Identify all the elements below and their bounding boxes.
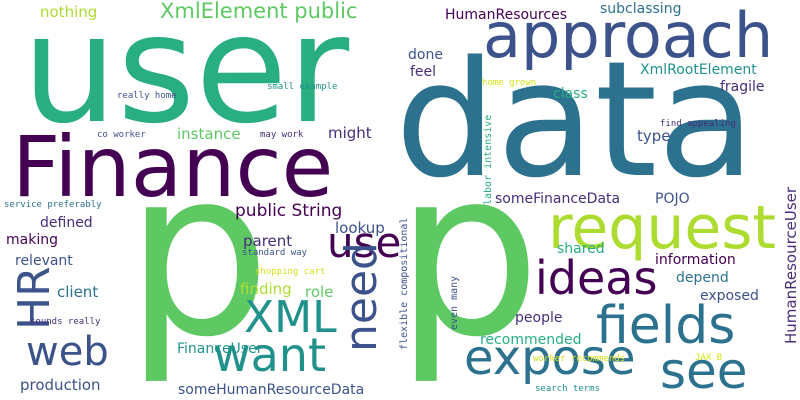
word-p-2: p	[395, 121, 541, 388]
word-user: user	[22, 0, 350, 157]
word-xmlrootelement: XmlRootElement	[640, 62, 757, 78]
word-flexible-compositional: flexible compositional	[399, 217, 410, 350]
word-xmlelement-public: XmlElement public	[160, 0, 358, 23]
word-may-work: may work	[260, 130, 304, 140]
word-financeuser: FinanceUser	[177, 341, 263, 357]
word-even-many: even many	[449, 275, 460, 330]
word-service-preferably: service preferably	[4, 200, 102, 210]
word-data: data	[395, 26, 756, 213]
word-making: making	[6, 232, 58, 248]
word-might: might	[328, 124, 372, 142]
word-need: need	[336, 242, 387, 352]
word-role: role	[305, 283, 334, 301]
word-client: client	[57, 283, 99, 301]
word-really-home: really home	[117, 91, 177, 101]
word-people: people	[515, 310, 563, 326]
word-xml: XML	[244, 292, 337, 343]
word-use: use	[327, 218, 402, 267]
word-home-grown: home grown	[482, 78, 537, 88]
word-somehumanresourcedata: someHumanResourceData	[178, 382, 365, 398]
word-feel: feel	[410, 64, 437, 80]
word-worker-recommends: worker recommends	[533, 354, 626, 364]
word-standard-way: standard way	[242, 248, 308, 258]
word-fragile: fragile	[720, 79, 765, 95]
word-class: class	[553, 86, 588, 102]
word-fields: fields	[596, 296, 736, 356]
word-see: see	[660, 342, 748, 400]
word-somefinancedata: someFinanceData	[495, 191, 621, 207]
word-shared: shared	[557, 241, 605, 257]
word-exposed: exposed	[700, 288, 759, 304]
word-finance: Finance	[12, 118, 334, 216]
word-small-example: small example	[267, 82, 338, 92]
word-defined: defined	[40, 215, 93, 231]
word-lookup: lookup	[335, 219, 385, 237]
word-request: request	[548, 193, 777, 263]
word-sounds-really: sounds really	[30, 317, 101, 327]
word-labor-intensive: labor intensive	[483, 114, 494, 205]
word-instance: instance	[177, 125, 241, 143]
word-humanresourceuser: HumanResourceUser	[782, 186, 800, 344]
word-pojo: POJO	[655, 191, 690, 207]
word-web: web	[26, 329, 109, 375]
word-expose: expose	[464, 330, 636, 386]
word-approach: approach	[483, 0, 774, 72]
word-p-1: p	[125, 121, 271, 388]
word-humanresources: HumanResources	[445, 7, 567, 23]
word-jax-b: JAX B	[695, 353, 723, 363]
word-parent: parent	[243, 232, 293, 250]
word-ideas: ideas	[535, 251, 658, 305]
word-co-worker: co worker	[97, 130, 146, 140]
word-finding: finding	[240, 280, 292, 298]
word-public-string: public String	[235, 201, 343, 221]
word-nothing: nothing	[40, 3, 98, 21]
word-find-appealing: find appealing	[660, 119, 736, 129]
word-done: done	[408, 47, 443, 63]
word-production: production	[20, 376, 101, 394]
word-shopping-cart: shopping cart	[255, 267, 326, 277]
word-relevant: relevant	[15, 253, 73, 269]
word-recommended: recommended	[480, 332, 582, 348]
word-type: type	[637, 127, 671, 145]
word-information: information	[655, 252, 736, 268]
word-want: want	[213, 328, 327, 382]
word-search-terms: search terms	[535, 384, 601, 394]
word-subclassing: subclassing	[600, 1, 682, 17]
word-depend: depend	[676, 270, 729, 286]
